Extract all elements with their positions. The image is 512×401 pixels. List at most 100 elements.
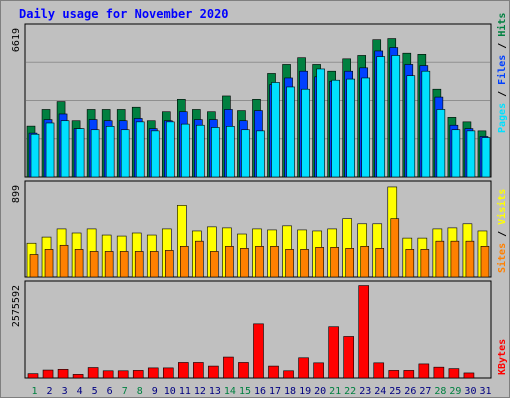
x-tick-label-day-6: 6	[107, 386, 113, 397]
bar-kbytes-day-2	[42, 369, 54, 379]
legend-hits-files-pages-separator: /	[497, 85, 508, 103]
x-tick-label-day-28: 28	[434, 386, 446, 397]
bar-sites-day-4	[74, 249, 84, 278]
bar-pages-day-2	[45, 122, 55, 178]
x-tick-label-day-16: 16	[254, 386, 266, 397]
bar-sites-day-12	[195, 240, 204, 278]
bar-pages-day-8	[135, 121, 145, 178]
bar-pages-day-27	[421, 70, 431, 178]
bar-sites-day-30	[465, 240, 475, 278]
bar-pages-day-6	[105, 126, 115, 178]
ymax-label-hits: 6619	[11, 28, 22, 52]
bar-pages-day-25	[391, 55, 401, 178]
x-tick-label-day-20: 20	[314, 386, 326, 397]
legend-kbytes-kbytes: KBytes	[497, 339, 508, 375]
bar-kbytes-day-6	[102, 370, 114, 379]
x-tick-label-day-9: 9	[152, 386, 158, 397]
bar-kbytes-day-28	[433, 366, 445, 379]
bar-kbytes-day-24	[373, 362, 385, 379]
x-tick-label-day-24: 24	[374, 386, 386, 397]
bar-pages-day-4	[75, 128, 85, 178]
bar-pages-day-21	[331, 79, 340, 178]
bar-kbytes-day-5	[87, 367, 99, 379]
bar-kbytes-day-26	[403, 370, 415, 379]
x-tick-label-day-7: 7	[122, 386, 128, 397]
bar-sites-day-25	[390, 218, 400, 278]
bar-sites-day-26	[405, 249, 415, 278]
bar-sites-day-7	[119, 251, 129, 278]
x-tick-label-day-23: 23	[359, 386, 371, 397]
usage-chart-svg: 6619 899 2575592 Pages / Files / Hits Sites …	[11, 13, 508, 397]
bar-sites-day-6	[104, 251, 114, 278]
x-tick-label-day-18: 18	[284, 386, 296, 397]
bar-pages-day-10	[165, 121, 175, 178]
bar-sites-day-17	[270, 245, 279, 278]
x-tick-label-day-8: 8	[137, 386, 143, 397]
x-tick-label-day-30: 30	[464, 386, 476, 397]
legend-visits-sites-separator: /	[497, 225, 508, 243]
bar-sites-day-15	[240, 248, 249, 278]
bar-kbytes-day-29	[448, 368, 460, 379]
bar-pages-day-22	[346, 78, 355, 178]
bar-sites-day-29	[450, 240, 460, 278]
bar-sites-day-14	[225, 245, 234, 278]
x-tick-label-day-5: 5	[92, 386, 98, 397]
bar-sites-day-24	[375, 248, 385, 278]
bar-pages-day-17	[271, 82, 280, 178]
bar-kbytes-day-27	[418, 363, 430, 379]
bar-kbytes-day-13	[208, 365, 219, 379]
bar-sites-day-19	[300, 249, 309, 278]
x-tick-label-day-12: 12	[194, 386, 206, 397]
legend-hits-files-pages-pages: Pages	[497, 103, 508, 133]
x-tick-label-day-4: 4	[77, 386, 83, 397]
bar-pages-day-9	[150, 130, 160, 178]
bar-pages-day-16	[256, 130, 265, 178]
bar-kbytes-day-4	[72, 374, 84, 379]
bar-kbytes-day-18	[283, 370, 294, 379]
bar-sites-day-3	[59, 244, 69, 278]
bar-pages-day-26	[406, 75, 416, 178]
bar-pages-day-18	[286, 86, 295, 178]
bar-kbytes-day-23	[358, 285, 370, 379]
bar-sites-day-31	[480, 245, 490, 278]
bar-sites-day-5	[89, 251, 99, 278]
x-tick-label-day-11: 11	[179, 386, 191, 397]
bar-sites-day-16	[255, 245, 264, 278]
legend-kbytes: KBytes	[497, 339, 508, 375]
x-tick-label-day-2: 2	[47, 386, 53, 397]
bar-kbytes-day-19	[298, 357, 309, 379]
x-tick-label-day-22: 22	[344, 386, 356, 397]
bar-kbytes-day-22	[343, 336, 354, 379]
bar-pages-day-15	[241, 129, 250, 178]
bar-sites-day-18	[285, 249, 294, 278]
bar-kbytes-day-7	[117, 370, 129, 379]
bar-sites-day-10	[164, 250, 174, 278]
bar-sites-day-1	[29, 254, 39, 278]
bar-sites-day-9	[149, 251, 159, 278]
bar-kbytes-day-12	[193, 362, 204, 379]
bar-pages-day-23	[361, 77, 371, 178]
bar-kbytes-day-14	[223, 356, 234, 379]
x-tick-label-day-14: 14	[224, 386, 236, 397]
legend-hits-files-pages: Pages / Files / Hits	[496, 13, 508, 133]
bar-sites-day-13	[210, 251, 219, 278]
legend-visits-sites-visits: Visits	[496, 189, 508, 225]
bar-kbytes-day-8	[132, 370, 144, 379]
bar-sites-day-21	[330, 247, 339, 278]
bar-kbytes-day-25	[388, 370, 400, 379]
legend-hits-files-pages-hits: Hits	[496, 13, 508, 37]
bar-pages-day-14	[226, 126, 235, 178]
bar-kbytes-day-11	[178, 362, 189, 379]
x-tick-label-day-10: 10	[164, 386, 176, 397]
bar-kbytes-day-16	[253, 323, 264, 379]
bar-pages-day-20	[316, 68, 325, 178]
x-tick-label-day-17: 17	[269, 386, 281, 397]
bar-kbytes-day-30	[463, 372, 475, 379]
bar-sites-day-2	[44, 249, 54, 278]
legend-hits-files-pages-separator: /	[497, 37, 508, 55]
x-tick-label-day-21: 21	[329, 386, 341, 397]
bar-pages-day-19	[301, 88, 310, 178]
bar-pages-day-11	[181, 123, 190, 178]
bar-sites-day-8	[134, 251, 144, 278]
bar-sites-day-20	[315, 247, 324, 278]
